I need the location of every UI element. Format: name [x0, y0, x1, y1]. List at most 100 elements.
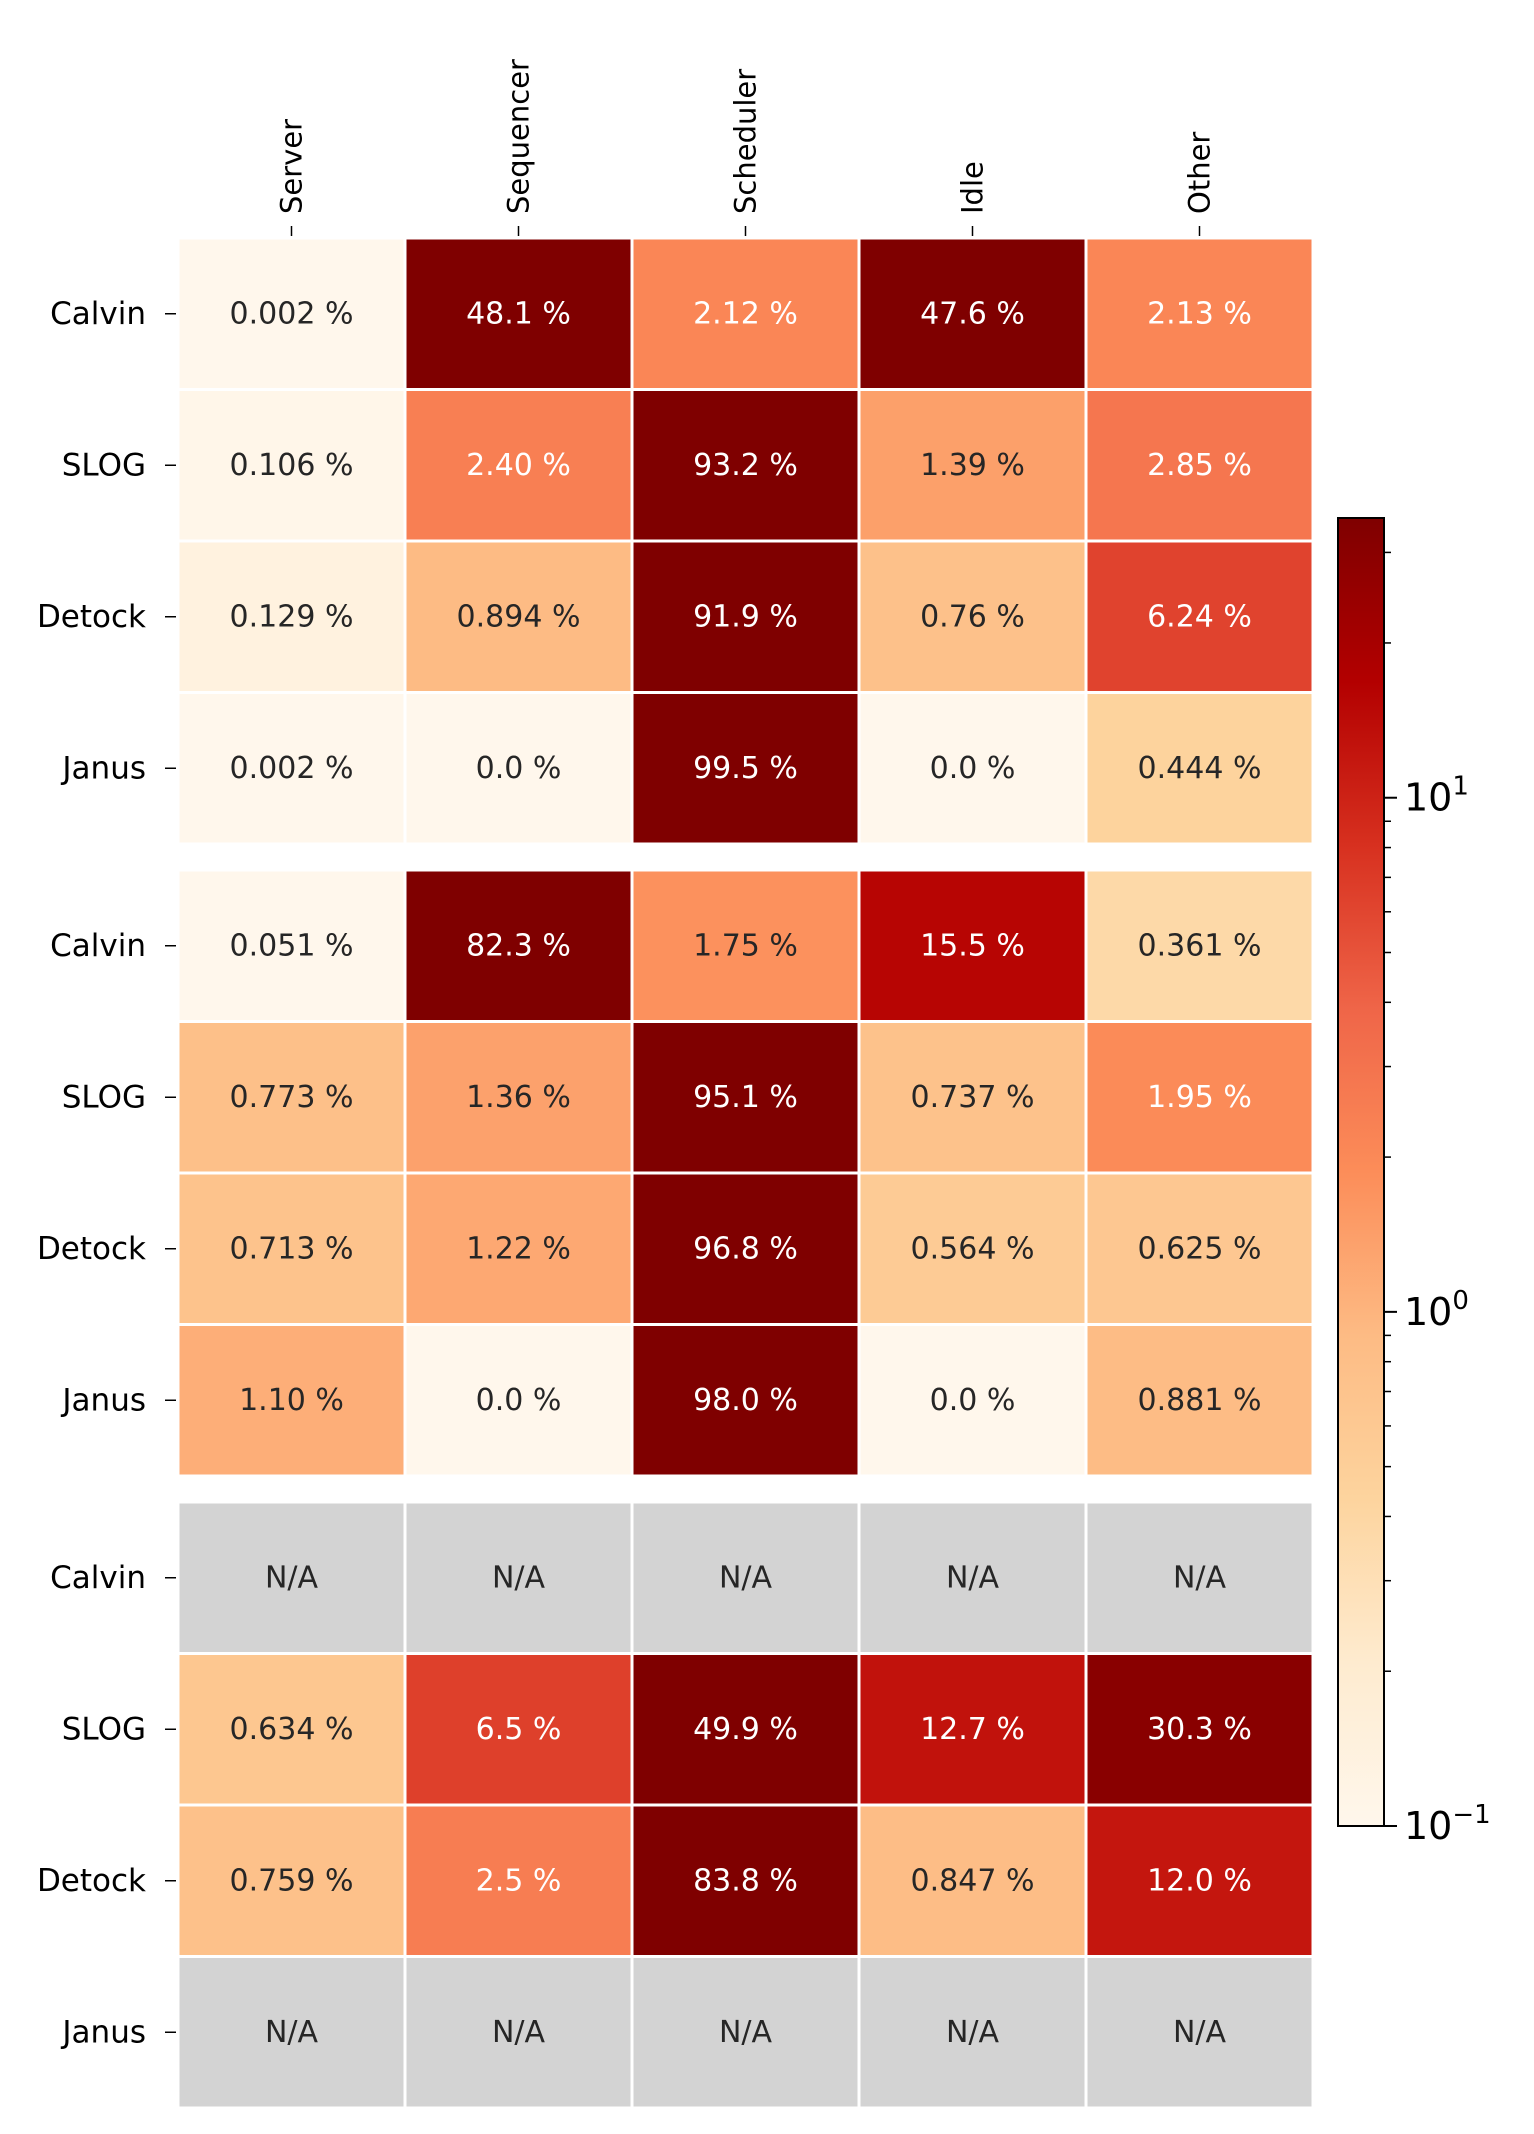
cell-value-label: 0.361 %	[1138, 928, 1262, 963]
colorbar-gradient	[1337, 517, 1385, 1827]
cell-value-label: 0.881 %	[1138, 1383, 1262, 1418]
row-label: Calvin	[50, 1560, 146, 1596]
heatmap-cell	[857, 1955, 1088, 2110]
cell-value-label: 96.8 %	[693, 1231, 798, 1266]
heatmap-cell	[403, 691, 634, 846]
heatmap-cell	[1084, 1323, 1315, 1478]
cell-value-label: 30.3 %	[1147, 1712, 1252, 1747]
cell-value-label: 0.129 %	[230, 599, 354, 634]
cell-value-label: 95.1 %	[693, 1080, 798, 1115]
heatmap-cell	[1084, 1955, 1315, 2110]
heatmap-panels: Calvin 0.002 % 48.1 % 2.12 % 47.6 % 2.13 % SLO…	[37, 236, 1315, 2110]
heatmap-cell	[403, 1803, 634, 1958]
cell-value-label: 0.773 %	[230, 1080, 354, 1115]
row-label: Detock	[37, 1863, 146, 1899]
heatmap-cell	[176, 539, 407, 694]
cell-value-label: 2.12 %	[693, 296, 798, 331]
row-label: SLOG	[62, 447, 146, 483]
cell-value-label: 0.759 %	[230, 1863, 354, 1898]
heatmap-cell	[176, 1323, 407, 1478]
cell-value-label: 91.9 %	[693, 599, 798, 634]
cell-value-label: 98.0 %	[693, 1383, 798, 1418]
cell-value-label: 0.847 %	[911, 1863, 1035, 1898]
heatmap-cell	[1084, 868, 1315, 1023]
heatmap-cell	[403, 1020, 634, 1175]
column-label: Server	[275, 119, 309, 214]
heatmap-cell	[176, 1803, 407, 1958]
heatmap-panel-3: Calvin N/A N/A N/A N/A N/A SLOG 0.634 % 6.5 % 49.…	[37, 1500, 1315, 2110]
cell-value-label: N/A	[719, 1560, 773, 1595]
heatmap-cell	[1084, 1171, 1315, 1326]
column-label: Idle	[956, 161, 990, 214]
cell-value-label: 12.7 %	[920, 1712, 1025, 1747]
cell-value-label: 1.39 %	[920, 448, 1025, 483]
column-label: Sequencer	[502, 59, 536, 214]
cell-value-label: N/A	[1173, 2015, 1227, 2050]
cell-value-label: 0.0 %	[476, 1383, 562, 1418]
row-label: Calvin	[50, 296, 146, 332]
heatmap-cell	[630, 1803, 861, 1958]
heatmap-cell	[857, 1020, 1088, 1175]
heatmap-cell	[630, 1955, 861, 2110]
cell-value-label: 0.564 %	[911, 1231, 1035, 1266]
column-labels: Server Sequencer Scheduler Idle Other	[275, 59, 1217, 236]
heatmap-cell	[857, 691, 1088, 846]
row-label: Janus	[60, 750, 146, 786]
heatmap-cell	[176, 868, 407, 1023]
cell-value-label: N/A	[1173, 1560, 1227, 1595]
row-label: Detock	[37, 1231, 146, 1267]
cell-value-label: N/A	[265, 1560, 319, 1595]
cell-value-label: 0.0 %	[476, 751, 562, 786]
cell-value-label: 6.5 %	[476, 1712, 562, 1747]
cell-value-label: N/A	[492, 2015, 546, 2050]
cell-value-label: 15.5 %	[920, 928, 1025, 963]
heatmap-panel-1: Calvin 0.002 % 48.1 % 2.12 % 47.6 % 2.13 % SLO…	[37, 236, 1315, 846]
cell-value-label: 1.22 %	[466, 1231, 571, 1266]
cell-value-label: 6.24 %	[1147, 599, 1252, 634]
heatmap-cell	[1084, 1500, 1315, 1655]
heatmap-cell	[403, 1955, 634, 2110]
cell-value-label: 48.1 %	[466, 296, 571, 331]
heatmap-cell	[176, 388, 407, 543]
heatmap-cell	[403, 1171, 634, 1326]
heatmap-cell	[1084, 691, 1315, 846]
colorbar-tick-label: 10−1	[1404, 1800, 1491, 1848]
heatmap-cell	[857, 539, 1088, 694]
heatmap-cell	[176, 1955, 407, 2110]
row-label: Detock	[37, 599, 146, 635]
heatmap-cell	[403, 1323, 634, 1478]
colorbar: 10−1 100 101	[1337, 517, 1491, 1848]
cell-value-label: 0.002 %	[230, 296, 354, 331]
column-label: Scheduler	[729, 69, 763, 214]
cell-value-label: 99.5 %	[693, 751, 798, 786]
cell-value-label: 0.737 %	[911, 1080, 1035, 1115]
cell-value-label: N/A	[492, 1560, 546, 1595]
cell-value-label: 0.106 %	[230, 448, 354, 483]
heatmap-cell	[630, 1171, 861, 1326]
cell-value-label: 83.8 %	[693, 1863, 798, 1898]
cell-value-label: 93.2 %	[693, 448, 798, 483]
cell-value-label: 1.10 %	[239, 1383, 344, 1418]
row-label: SLOG	[62, 1711, 146, 1747]
cell-value-label: 1.75 %	[693, 928, 798, 963]
heatmap-cell	[857, 1323, 1088, 1478]
heatmap-cell	[1084, 539, 1315, 694]
cell-value-label: 47.6 %	[920, 296, 1025, 331]
cell-value-label: 2.40 %	[466, 448, 571, 483]
heatmap-cell	[176, 691, 407, 846]
cell-value-label: 0.625 %	[1138, 1231, 1262, 1266]
cell-value-label: 82.3 %	[466, 928, 571, 963]
heatmap-cell	[630, 1652, 861, 1807]
cell-value-label: 0.0 %	[930, 1383, 1016, 1418]
row-label: Janus	[60, 1382, 146, 1418]
cell-value-label: 12.0 %	[1147, 1863, 1252, 1898]
cell-value-label: 2.85 %	[1147, 448, 1252, 483]
cell-value-label: 0.444 %	[1138, 751, 1262, 786]
colorbar-tick-label: 100	[1404, 1286, 1469, 1334]
row-label: Calvin	[50, 928, 146, 964]
cell-value-label: 49.9 %	[693, 1712, 798, 1747]
cell-value-label: 0.002 %	[230, 751, 354, 786]
cell-value-label: 1.95 %	[1147, 1080, 1252, 1115]
heatmap-cell	[403, 1652, 634, 1807]
column-label: Other	[1183, 132, 1217, 214]
